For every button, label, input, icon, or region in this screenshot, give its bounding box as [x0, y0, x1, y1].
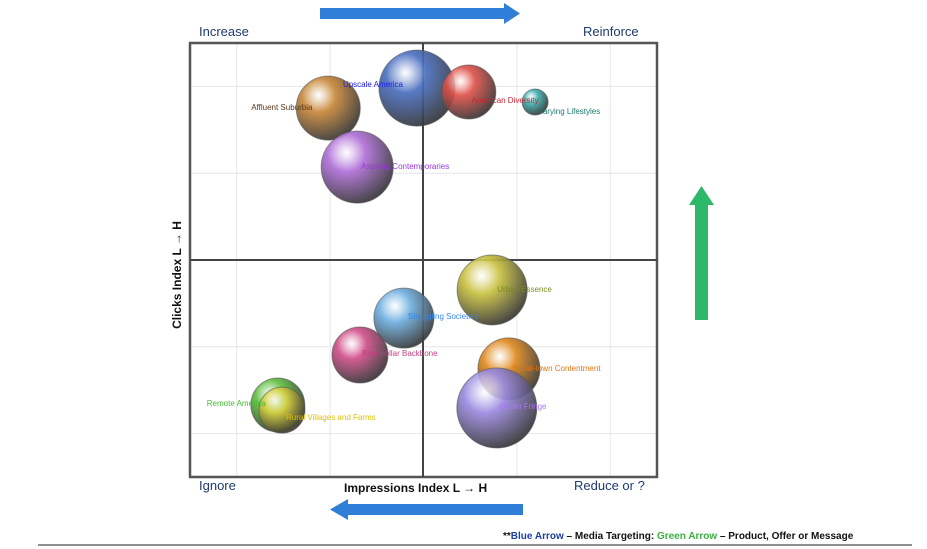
bubble-label: American Diversity	[472, 96, 539, 105]
footnote-green: Green Arrow	[656, 531, 718, 542]
bubble-label: Affluent Suburbia	[251, 103, 313, 112]
bubble-label: Rural Villages and Farms	[286, 413, 376, 422]
bubble-urban-essence	[456, 254, 528, 326]
footnote-end: – Product, Offer or Message	[717, 531, 854, 542]
quadrant-label-increase: Increase	[199, 24, 249, 39]
bubble-label: Varying Lifestyles	[538, 107, 600, 116]
bubble-urban-fringe	[456, 367, 538, 449]
bubble-label: Remote America	[207, 399, 267, 408]
bubble-label: Struggling Societies	[408, 312, 479, 321]
blue-arrow-right-icon	[320, 3, 520, 24]
blue-arrow-left-icon	[330, 499, 523, 520]
quadrant-label-reduce: Reduce or ?	[574, 478, 645, 493]
bubble-label: Aspiring Contemporaries	[361, 162, 449, 171]
footnote-mid: – Media Targeting:	[563, 531, 657, 542]
bubble-varying-lifestyles	[521, 88, 549, 116]
footnote-blue: Blue Arrow	[510, 531, 564, 542]
x-axis-label: Impressions Index L → H	[344, 481, 488, 495]
bubble-label: Urban Fringe	[500, 402, 547, 411]
y-axis-label: Clicks Index L → H	[170, 221, 184, 329]
bubble-label: Small-town Contentment	[513, 364, 601, 373]
bubble-label: Blue-collar Backbone	[362, 349, 438, 358]
bubble-label: Urban Essence	[497, 285, 552, 294]
bubble-blue-collar-backbone	[331, 326, 389, 384]
quadrant-label-reinforce: Reinforce	[583, 24, 639, 39]
bubble-american-diversity	[441, 64, 497, 120]
bubble-struggling-societies	[373, 287, 435, 349]
quadrant-label-ignore: Ignore	[199, 478, 236, 493]
bubble-rural-villages-and-farms	[258, 386, 306, 434]
green-arrow-up-icon	[689, 186, 714, 320]
footnote-prefix: **	[503, 531, 511, 542]
bubble-affluent-suburbia	[295, 75, 361, 141]
footnote: **Blue Arrow – Media Targeting: Green Ar…	[503, 531, 853, 542]
bubble-label: Upscale America	[343, 80, 404, 89]
bubble-aspiring-contemporaries	[320, 130, 394, 204]
